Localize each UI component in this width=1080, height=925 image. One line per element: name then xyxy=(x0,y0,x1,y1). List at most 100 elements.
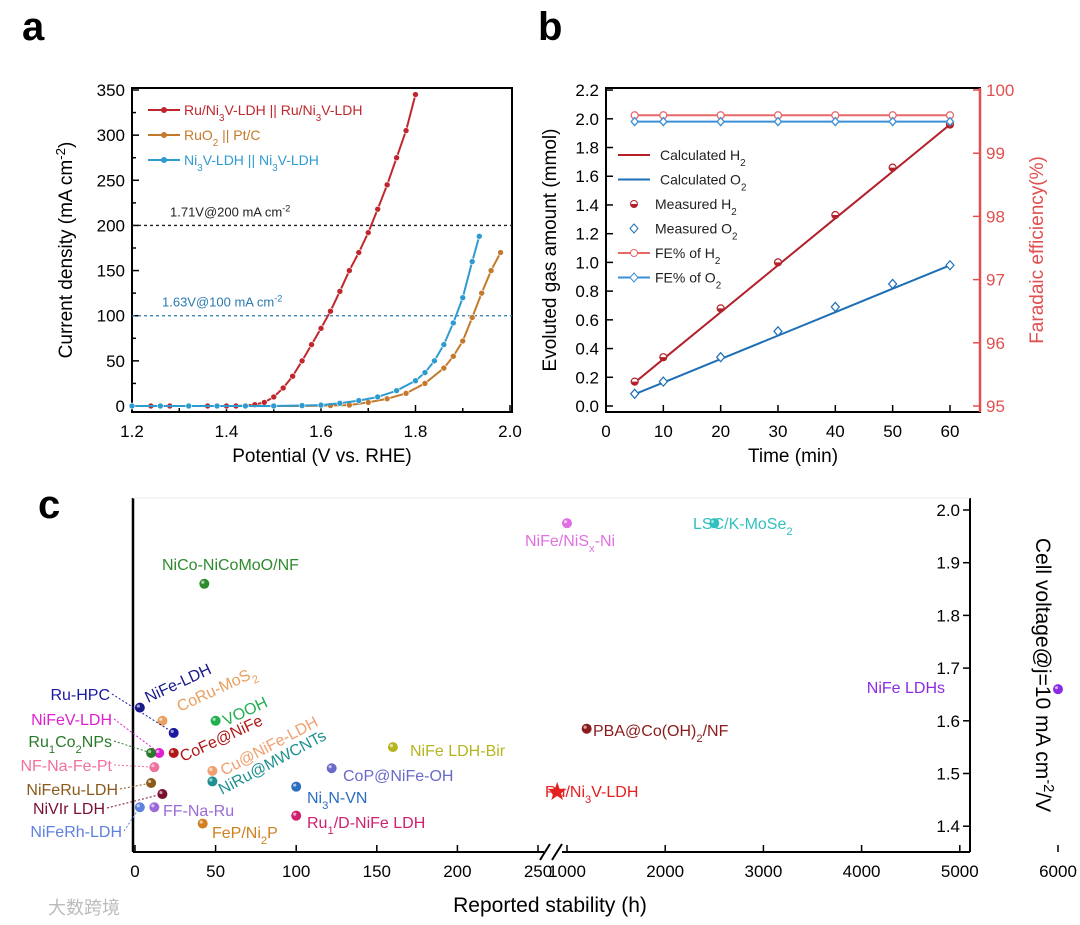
annotation: 1.63V@100 mA cm-2 xyxy=(162,294,282,310)
data-point xyxy=(421,369,429,376)
x-tick-label: 3000 xyxy=(744,862,782,881)
leader-line xyxy=(113,764,155,768)
point-label: NiVIr LDH xyxy=(33,801,105,818)
y-axis-label: Evoluted gas amount (mmol) xyxy=(540,129,561,372)
x-tick-label: 50 xyxy=(883,422,902,441)
data-point-highlight xyxy=(148,749,152,754)
y-tick-label: 0.0 xyxy=(575,397,599,416)
plot-frame xyxy=(131,87,513,413)
leader-line xyxy=(113,718,160,754)
data-point xyxy=(658,376,669,387)
x-tick-label: 6000 xyxy=(1039,862,1077,881)
leader-line xyxy=(106,793,163,809)
data-point xyxy=(658,116,668,127)
data-point xyxy=(298,402,306,409)
x-tick-label: 200 xyxy=(443,862,471,881)
data-point xyxy=(146,777,157,788)
data-point-highlight xyxy=(148,779,152,784)
y-tick-label: 0.8 xyxy=(575,282,599,301)
data-point xyxy=(383,395,391,403)
y-tick-label: 1.2 xyxy=(575,225,599,244)
point-label: NiFe LDH-Bir xyxy=(410,743,506,760)
y-tick-label: 200 xyxy=(97,216,125,235)
chart-b: 0 10 20 30 40 50 60 0.0 0.2 0.4 0.6 0.8 1.0 1.2 1.4 1.6… xyxy=(540,81,1048,467)
legend-label: Calculated O2 xyxy=(660,172,746,194)
data-point xyxy=(630,116,640,127)
data-point xyxy=(242,402,249,410)
data-point-highlight xyxy=(328,765,332,769)
y-tick-label: 100 xyxy=(97,307,125,326)
data-point xyxy=(364,399,372,406)
data-point xyxy=(478,289,485,297)
y-tick-label: 1.8 xyxy=(575,139,599,158)
data-point-highlight xyxy=(711,520,715,524)
data-point xyxy=(157,789,168,800)
data-point xyxy=(210,715,221,726)
data-point xyxy=(336,288,344,295)
annotation: 1.71V@200 mA cm-2 xyxy=(170,203,290,219)
data-point xyxy=(207,765,218,776)
y-tick-label: 1.6 xyxy=(575,167,599,186)
y-axis-label: Cell voltage@j=10 mA cm-2/V xyxy=(1031,538,1056,812)
y-tick-label: 1.8 xyxy=(936,606,960,625)
data-point xyxy=(440,341,448,348)
data-point xyxy=(431,357,438,365)
data-point xyxy=(374,205,382,213)
point-label: NiFe/NiSx-Ni xyxy=(525,533,615,555)
y-tick-label: 1.4 xyxy=(575,196,599,215)
point-label: LSC/K-MoSe2 xyxy=(693,516,793,538)
data-point xyxy=(279,384,287,392)
data-point xyxy=(773,116,783,127)
point-label: NF-Na-Fe-Pt xyxy=(20,758,112,775)
x-tick-label: 1.4 xyxy=(215,422,239,441)
data-point xyxy=(629,388,640,400)
y-tick-label: 0 xyxy=(116,397,125,416)
data-point xyxy=(289,372,296,380)
data-point-highlight xyxy=(1054,686,1059,690)
data-point-highlight xyxy=(209,778,213,782)
star-marker xyxy=(547,781,567,800)
x-tick-label: 0 xyxy=(601,422,610,441)
point-label: Ru-HPC xyxy=(50,687,110,704)
x-tick-label: 2.0 xyxy=(498,422,522,441)
y-tick-label: 0.6 xyxy=(575,311,599,330)
data-point xyxy=(317,325,325,332)
data-point-highlight xyxy=(170,749,174,754)
x-tick-label: 40 xyxy=(826,422,845,441)
data-point-fill xyxy=(659,357,667,361)
data-point-highlight xyxy=(151,804,155,808)
chart-a: 1.2 1.4 1.6 1.8 2.0 0 50 100 150 200 250 300 350 Pote… xyxy=(53,81,522,467)
data-point xyxy=(168,727,179,738)
y-tick-label: 250 xyxy=(97,171,125,190)
data-point xyxy=(128,402,136,410)
data-point xyxy=(199,578,210,589)
data-point xyxy=(830,301,841,313)
data-point-fill xyxy=(774,262,782,266)
legend-marker xyxy=(629,223,639,234)
y-tick-label: 2.0 xyxy=(936,501,960,520)
y2-tick-label: 98 xyxy=(986,207,1005,226)
data-point xyxy=(830,116,840,127)
data-point xyxy=(355,249,363,256)
leader-line xyxy=(119,782,152,790)
y2-tick-label: 97 xyxy=(986,271,1005,290)
data-point-highlight xyxy=(389,744,394,748)
point-label: Ni3N-VN xyxy=(307,790,367,812)
x-tick-label: 1.6 xyxy=(309,422,333,441)
data-point-highlight xyxy=(583,725,587,729)
data-point xyxy=(497,249,504,256)
data-point xyxy=(887,278,898,290)
x-axis-label: Potential (V vs. RHE) xyxy=(232,446,412,467)
x-tick-label: 2000 xyxy=(646,862,684,881)
data-point xyxy=(213,402,221,410)
data-point xyxy=(449,319,457,327)
data-point xyxy=(393,154,400,162)
axis-break xyxy=(539,843,551,861)
data-point xyxy=(440,364,448,372)
data-point-highlight xyxy=(563,520,568,524)
legend-marker xyxy=(161,132,167,138)
leader-line xyxy=(113,740,152,754)
point-label: NiFeRh-LDH xyxy=(30,824,122,841)
